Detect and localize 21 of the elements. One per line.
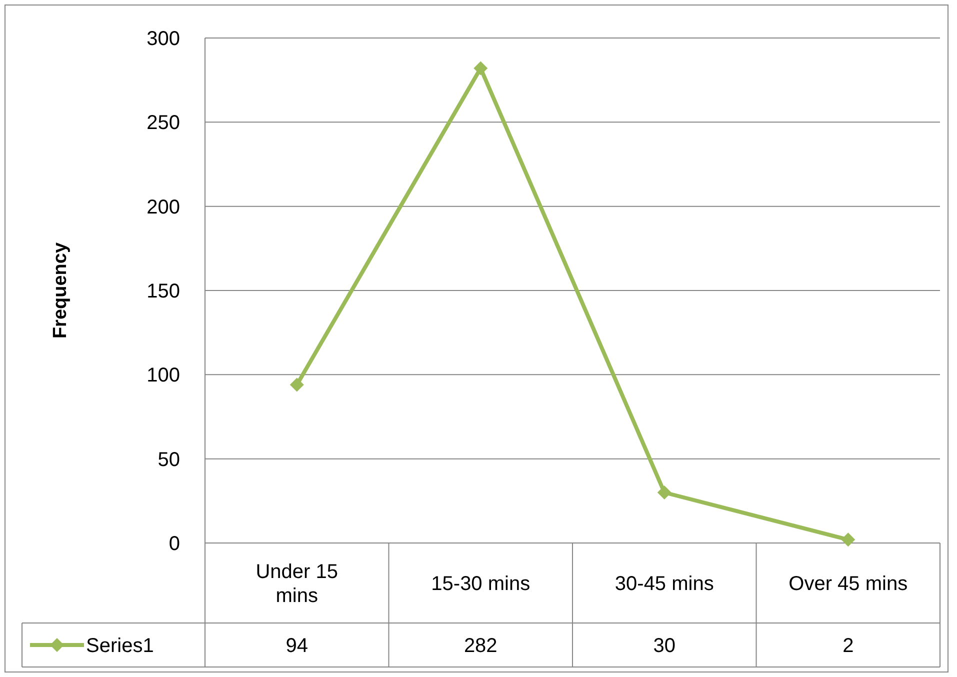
y-tick-label: 0 <box>168 533 180 555</box>
point <box>474 61 488 76</box>
legend-label: Series1 <box>86 635 154 657</box>
point <box>290 378 304 392</box>
x-tick-label: Over 45 mins <box>788 573 908 595</box>
data-label: 2 <box>842 635 854 657</box>
x-tick-label: Under 15 mins <box>256 561 338 607</box>
y-tick-label: 100 <box>146 364 180 387</box>
y-tick-label: 150 <box>146 280 180 302</box>
y-axis-title: Frequency <box>50 242 71 339</box>
data-label: 282 <box>464 635 498 657</box>
x-tick-label: 15-30 mins <box>431 573 530 595</box>
data-label: 30 <box>653 635 676 657</box>
y-tick-label: 200 <box>146 196 180 218</box>
data-label: 94 <box>286 635 308 657</box>
point <box>841 532 856 547</box>
y-tick-label: 250 <box>146 112 180 134</box>
y-tick-label: 300 <box>146 28 180 50</box>
x-tick-label: 30-45 mins <box>614 573 714 595</box>
y-tick-label: 50 <box>158 448 180 471</box>
point <box>657 486 672 500</box>
